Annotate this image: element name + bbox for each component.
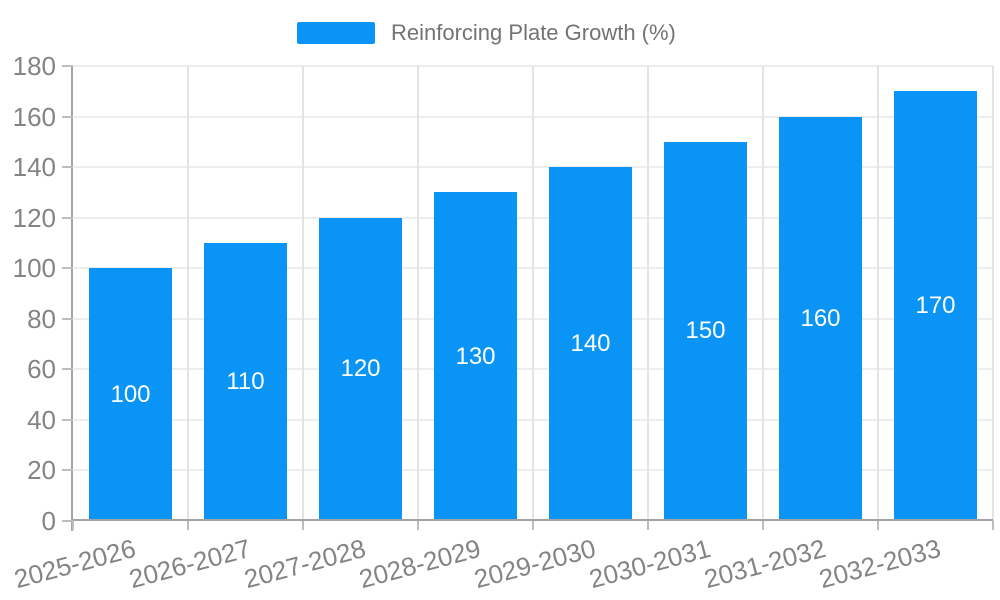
bar bbox=[779, 116, 862, 519]
y-axis-tick bbox=[62, 65, 73, 67]
y-axis-tick-label: 60 bbox=[27, 354, 56, 385]
x-axis-tick bbox=[762, 521, 764, 530]
legend[interactable]: Reinforcing Plate Growth (%) bbox=[297, 20, 676, 46]
x-axis-tick-label: 2027-2028 bbox=[240, 533, 369, 595]
x-axis-tick bbox=[532, 521, 534, 530]
plot-area: 100 110 120 130 140 150 160 170 bbox=[73, 65, 994, 521]
bar bbox=[89, 268, 172, 519]
legend-label: Reinforcing Plate Growth (%) bbox=[391, 20, 676, 45]
x-axis-tick bbox=[187, 521, 189, 530]
y-axis-tick bbox=[62, 166, 73, 169]
bar-value-label: 110 bbox=[226, 367, 265, 395]
x-axis-tick bbox=[992, 521, 994, 530]
bar bbox=[434, 192, 517, 519]
y-axis-tick bbox=[62, 520, 73, 522]
x-axis-tick-label: 2031-2032 bbox=[700, 533, 829, 595]
x-axis-line bbox=[73, 519, 993, 521]
v-gridline bbox=[302, 66, 304, 521]
y-axis-tick-label: 40 bbox=[27, 404, 56, 435]
y-axis-tick-label: 140 bbox=[12, 152, 56, 183]
y-axis-tick-label: 120 bbox=[12, 202, 56, 233]
v-gridline bbox=[762, 66, 764, 521]
y-axis-tick bbox=[62, 317, 73, 320]
x-axis-tick bbox=[647, 521, 649, 530]
v-gridline bbox=[187, 66, 189, 521]
y-axis-tick bbox=[62, 115, 73, 118]
y-axis-tick-label: 20 bbox=[27, 455, 56, 486]
bar-value-label: 170 bbox=[915, 292, 956, 320]
x-axis-tick bbox=[417, 521, 419, 530]
x-axis-tick-label: 2032-2033 bbox=[815, 533, 944, 595]
bar bbox=[549, 167, 632, 519]
x-axis-tick bbox=[72, 521, 74, 530]
y-axis-tick bbox=[62, 216, 73, 219]
x-axis-tick bbox=[302, 521, 304, 530]
bar-value-label: 100 bbox=[110, 380, 151, 408]
y-axis-tick-label: 0 bbox=[41, 506, 56, 536]
bar-value-label: 140 bbox=[570, 330, 611, 358]
x-axis-tick-label: 2026-2027 bbox=[125, 533, 254, 595]
bar bbox=[204, 242, 287, 519]
y-axis-tick bbox=[62, 368, 73, 371]
x-axis-tick-label: 2029-2030 bbox=[470, 533, 599, 595]
v-gridline bbox=[417, 66, 419, 521]
bar-value-label: 120 bbox=[340, 355, 381, 383]
bar-value-label: 130 bbox=[455, 342, 496, 370]
v-gridline bbox=[532, 66, 534, 521]
y-axis-tick bbox=[62, 267, 73, 270]
bar-value-label: 150 bbox=[685, 317, 726, 345]
y-axis-tick bbox=[62, 418, 73, 421]
bar bbox=[319, 217, 402, 519]
x-axis-tick-label: 2025-2026 bbox=[10, 533, 139, 595]
bar bbox=[664, 141, 747, 519]
v-gridline bbox=[877, 66, 879, 521]
x-axis-tick-label: 2030-2031 bbox=[585, 533, 714, 595]
x-axis-tick-label: 2028-2029 bbox=[355, 533, 484, 595]
y-axis-tick-label: 100 bbox=[12, 253, 56, 284]
y-axis-line bbox=[71, 66, 73, 531]
y-axis-tick bbox=[62, 469, 73, 472]
bar-value-label: 160 bbox=[800, 304, 841, 332]
x-axis-tick bbox=[877, 521, 879, 530]
y-axis-tick-label: 80 bbox=[27, 303, 56, 334]
y-axis-tick-label: 180 bbox=[12, 51, 56, 81]
v-gridline bbox=[647, 66, 649, 521]
y-axis-tick-label: 160 bbox=[12, 101, 56, 132]
v-gridline bbox=[992, 66, 994, 521]
bar bbox=[894, 91, 977, 519]
legend-swatch bbox=[297, 22, 375, 44]
